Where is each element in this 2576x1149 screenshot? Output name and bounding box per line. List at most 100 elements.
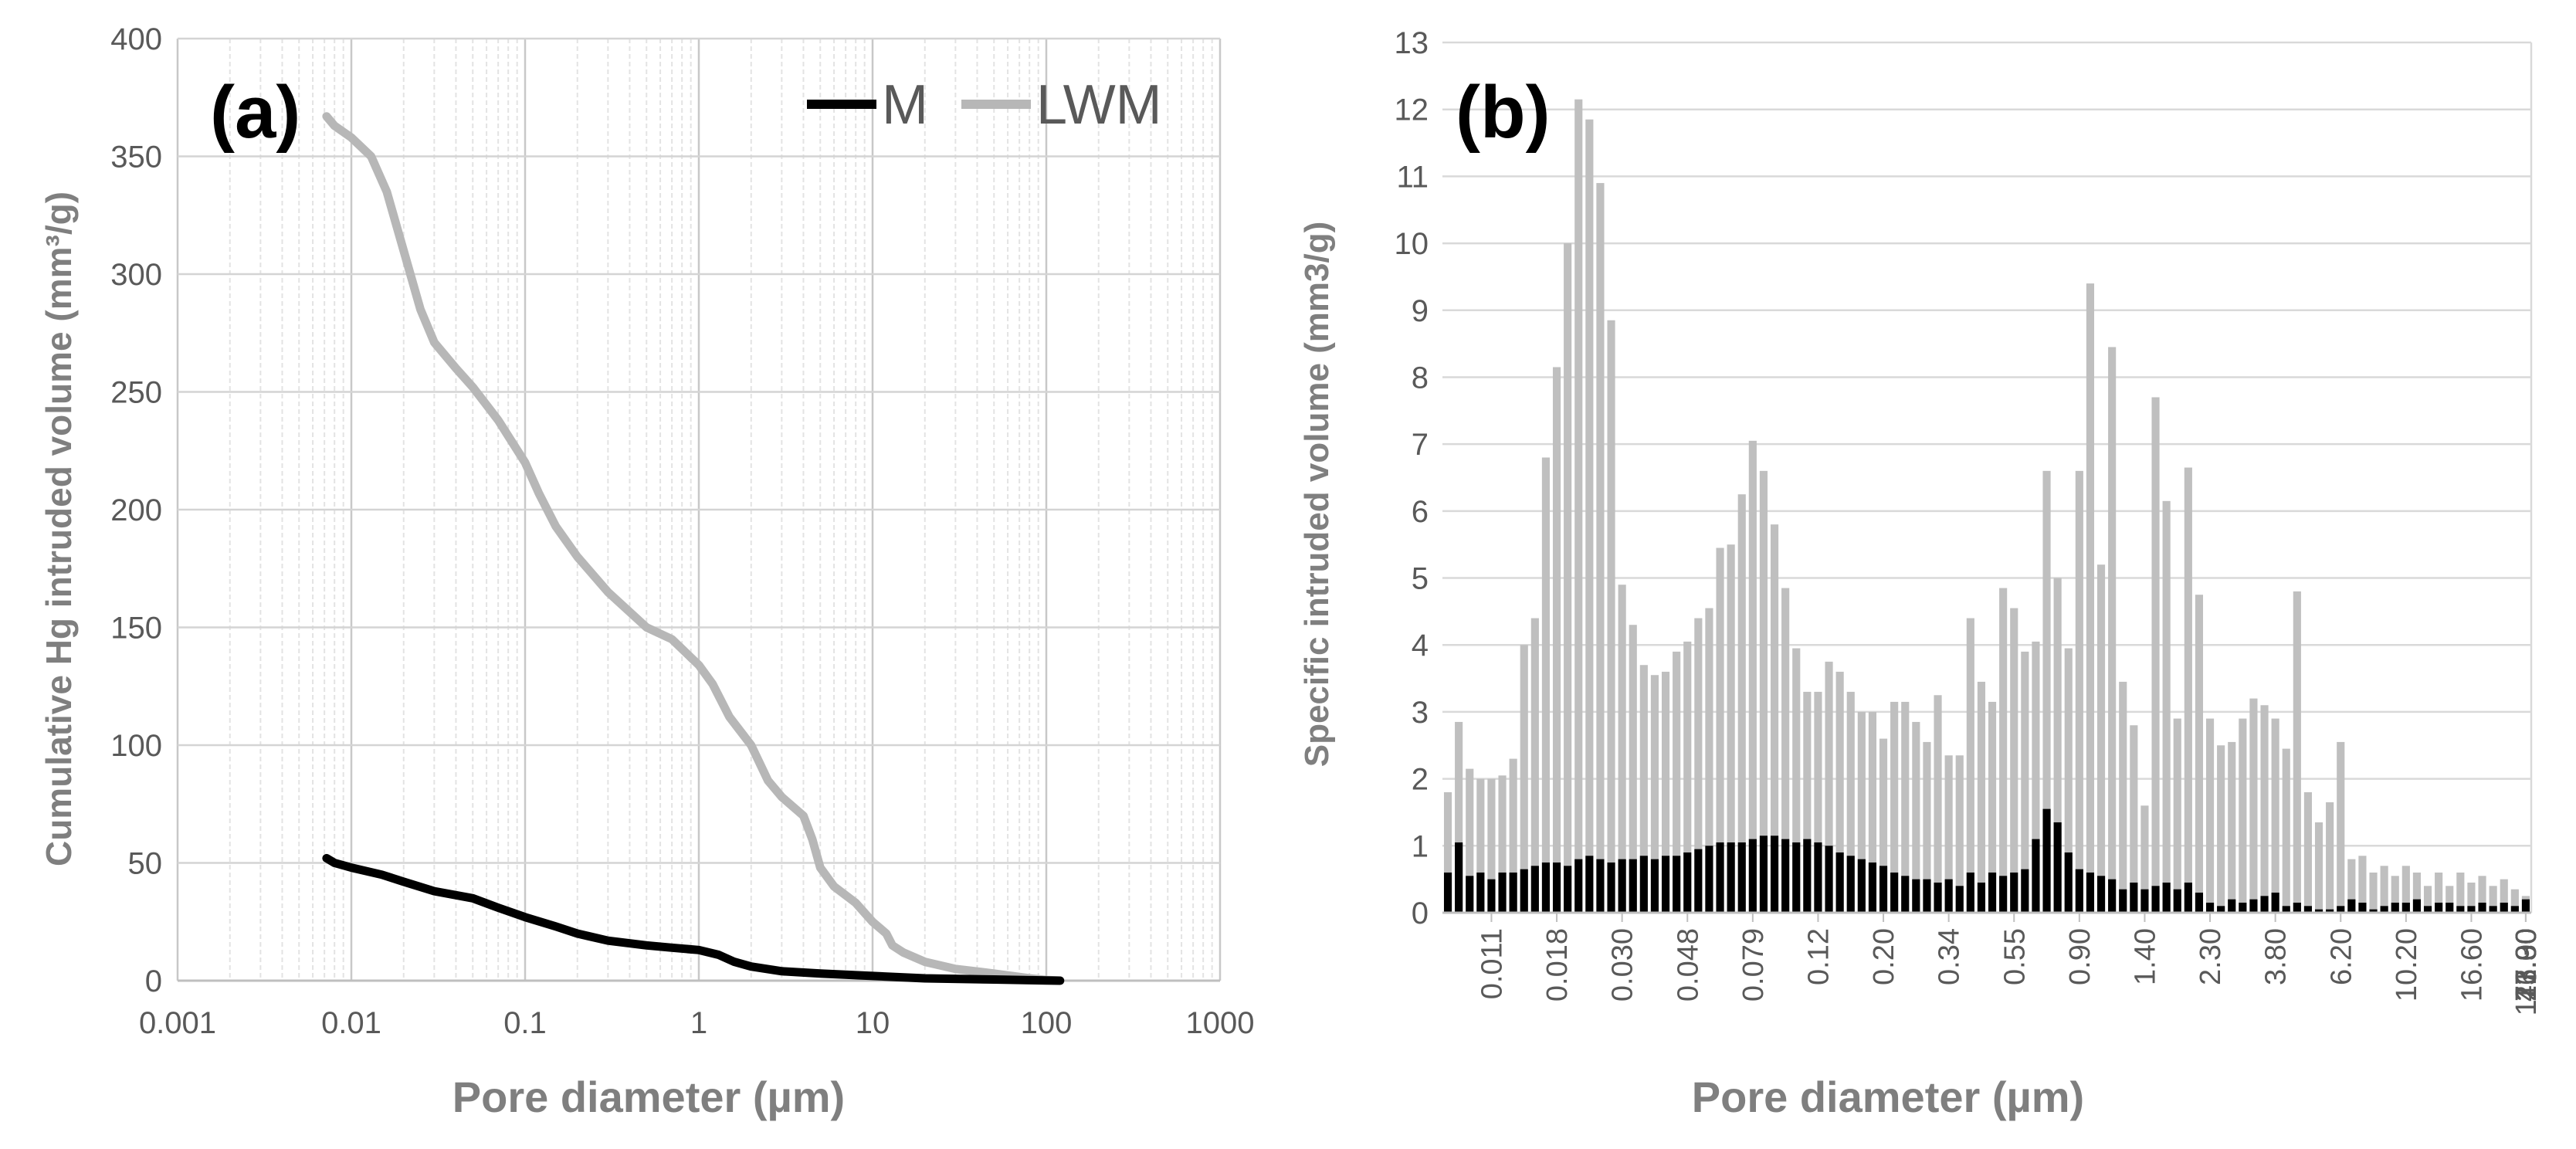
bar-m xyxy=(1443,872,1452,913)
bar-lwm xyxy=(2130,725,2138,913)
bar-m xyxy=(2086,872,2095,913)
y-tick-label: 0 xyxy=(145,964,162,998)
chart-b-y-axis-title: Specific intruded volume (mm3/g) xyxy=(1298,222,1336,768)
bar-m xyxy=(1999,876,2008,913)
y-tick-label: 350 xyxy=(110,141,162,175)
bar-lwm xyxy=(1574,99,1583,913)
bar-lwm xyxy=(1944,755,1953,913)
x-tick-label: 100 xyxy=(1021,1006,1073,1040)
x-tick-label: 0.011 xyxy=(1476,928,1509,999)
bar-m xyxy=(2260,896,2269,913)
bar-m xyxy=(1901,876,1910,913)
bar-lwm xyxy=(2162,500,2171,913)
y-tick-label: 0 xyxy=(1412,896,1429,930)
bar-lwm xyxy=(2314,822,2323,913)
x-tick-label: 0.20 xyxy=(1868,928,1900,985)
bar-m xyxy=(2249,899,2258,913)
x-tick-label: 10.20 xyxy=(2391,928,2423,1002)
bar-lwm xyxy=(2249,698,2258,913)
bar-lwm xyxy=(2271,718,2279,913)
bar-m xyxy=(1552,862,1561,913)
bar-lwm xyxy=(2347,859,2356,913)
bar-lwm xyxy=(1673,651,1681,913)
y-tick-label: 50 xyxy=(128,847,163,881)
bar-lwm xyxy=(2010,608,2018,913)
bar-m xyxy=(1803,839,1812,913)
bar-lwm xyxy=(1792,648,1801,913)
bar-lwm xyxy=(2391,876,2399,913)
bar-lwm xyxy=(1966,618,1974,913)
bar-m xyxy=(1574,859,1583,913)
bar-lwm xyxy=(1770,524,1779,913)
bar-m xyxy=(1694,849,1703,913)
x-tick-label: 2.30 xyxy=(2195,928,2227,985)
y-tick-label: 8 xyxy=(1412,361,1429,395)
y-tick-label: 6 xyxy=(1412,495,1429,529)
bar-m xyxy=(1988,872,1997,913)
bar-m xyxy=(2314,909,2323,913)
bar-lwm xyxy=(1901,701,1910,913)
bar-m xyxy=(2064,852,2073,913)
bar-lwm xyxy=(2173,718,2181,913)
bar-lwm xyxy=(2489,886,2497,913)
y-tick-label: 13 xyxy=(1395,26,1429,60)
x-tick-label: 0.030 xyxy=(1607,928,1639,1002)
bar-m xyxy=(1934,882,1942,913)
bar-lwm xyxy=(2217,745,2225,913)
bar-lwm xyxy=(1607,320,1615,913)
x-tick-label: 0.1 xyxy=(503,1006,547,1040)
chart-a-gridlines xyxy=(176,37,1222,982)
bar-m xyxy=(2075,869,2083,913)
bar-m xyxy=(1737,842,1746,913)
bar-m xyxy=(1498,872,1507,913)
bar-lwm xyxy=(1585,119,1594,913)
bar-m xyxy=(2401,903,2410,913)
bar-lwm xyxy=(2086,283,2095,913)
bar-m xyxy=(1596,859,1605,913)
bar-m xyxy=(1530,866,1539,913)
x-tick-label: 0.34 xyxy=(1934,928,1966,985)
bar-m xyxy=(1912,879,1920,913)
bar-lwm xyxy=(1509,758,1517,913)
x-tick-label: 1000 xyxy=(1186,1006,1255,1040)
bar-lwm xyxy=(1443,791,1452,913)
chart-b-bars xyxy=(1442,99,2531,914)
chart-a: 0 50 100 150 200 250 300 350 400 0.001 0.01 0.1 1 10… xyxy=(39,22,1254,1121)
bar-lwm xyxy=(1639,665,1648,913)
bar-lwm xyxy=(1857,711,1866,913)
bar-lwm xyxy=(2326,802,2334,913)
bar-m xyxy=(1923,879,1931,913)
bar-lwm xyxy=(2303,791,2313,913)
bar-m xyxy=(2119,889,2127,913)
chart-a-y-tick-labels: 0 50 100 150 200 250 300 350 400 xyxy=(110,22,162,998)
bar-m xyxy=(2228,899,2236,913)
bar-lwm xyxy=(2478,876,2486,913)
bar-m xyxy=(2173,889,2181,913)
bar-m xyxy=(2096,876,2106,913)
y-tick-label: 1 xyxy=(1412,829,1429,863)
bar-lwm xyxy=(1934,695,1942,913)
bar-m xyxy=(1977,882,1986,913)
bar-lwm xyxy=(2195,595,2204,913)
bar-m xyxy=(1890,872,1899,913)
bar-lwm xyxy=(1498,775,1507,913)
bar-m xyxy=(2162,882,2171,913)
bar-m xyxy=(1814,842,1822,913)
bar-lwm xyxy=(2412,872,2422,913)
bar-lwm xyxy=(1650,675,1659,913)
bar-m xyxy=(1520,869,1528,913)
bar-m xyxy=(2391,903,2399,913)
x-tick-label: 0.018 xyxy=(1541,928,1574,1002)
bar-lwm xyxy=(1541,457,1551,913)
x-tick-label: 3.80 xyxy=(2260,928,2293,985)
bar-lwm xyxy=(1552,367,1561,913)
bar-m xyxy=(2042,808,2051,913)
bar-lwm xyxy=(2096,564,2106,913)
bar-lwm xyxy=(1737,494,1746,913)
bar-lwm xyxy=(2108,347,2117,913)
bar-lwm xyxy=(2500,879,2508,913)
bar-m xyxy=(2446,903,2454,913)
x-tick-label: 27.00 xyxy=(2510,928,2543,1002)
